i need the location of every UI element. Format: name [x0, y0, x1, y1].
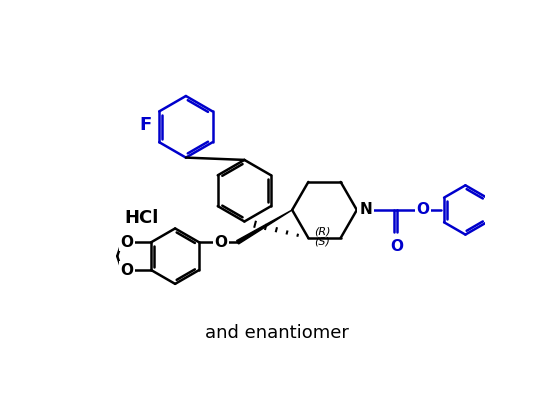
- Text: (R): (R): [314, 227, 331, 237]
- Text: O: O: [214, 235, 227, 250]
- Text: O: O: [121, 263, 134, 278]
- Text: N: N: [359, 203, 372, 217]
- Text: O: O: [390, 239, 403, 254]
- Text: and enantiomer: and enantiomer: [205, 324, 349, 342]
- Polygon shape: [237, 210, 292, 244]
- Text: O: O: [416, 203, 429, 217]
- Text: HCl: HCl: [124, 209, 159, 227]
- Text: (S): (S): [314, 236, 330, 246]
- Text: O: O: [121, 235, 134, 250]
- Text: F: F: [140, 116, 152, 134]
